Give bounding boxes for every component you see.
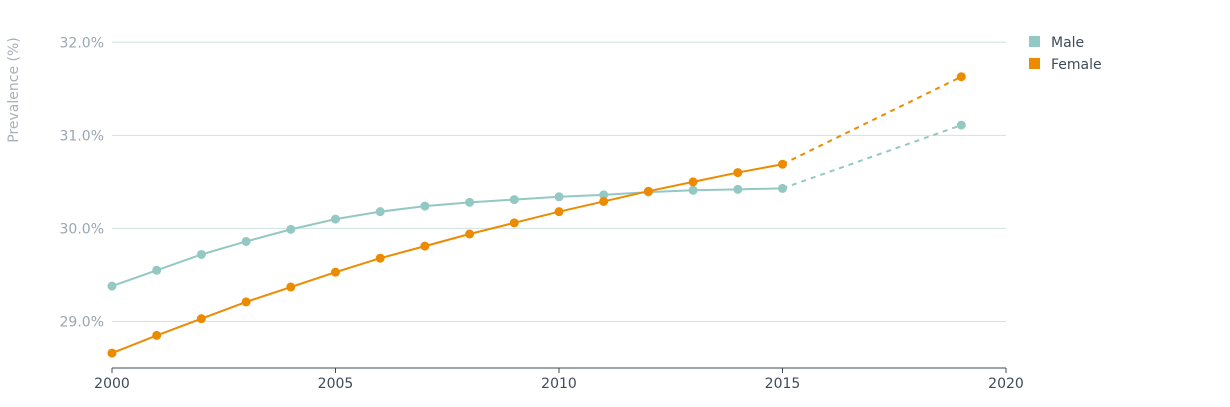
female-data-point [509, 218, 519, 228]
series-layer [107, 72, 966, 358]
gridlines [112, 41, 1006, 322]
male-data-point [509, 195, 519, 205]
male-data-point [778, 183, 787, 193]
female-data-point [643, 186, 653, 196]
male-data-point [286, 224, 296, 234]
female-data-point [554, 207, 564, 217]
female-data-point [778, 159, 787, 169]
legend: Male Female [1029, 35, 1102, 73]
x-tick-label: 2005 [318, 376, 354, 392]
y-tick-label: 29.0% [60, 314, 104, 330]
female-data-point [241, 297, 251, 307]
female-data-point [420, 241, 430, 251]
male-data-point [420, 201, 430, 211]
female-data-point [196, 314, 206, 324]
axes: 29.0% 30.0% 31.0% 32.0% 2000 2005 2010 2015 2020 [60, 35, 1024, 392]
male-legend-label: Male [1051, 35, 1084, 51]
male-data-point [465, 197, 475, 207]
male-data-point [599, 190, 609, 200]
female-legend-swatch [1029, 58, 1040, 69]
male-data-point [241, 236, 251, 246]
female-projection-point [956, 72, 966, 82]
female-data-point [331, 267, 340, 277]
female-legend-label: Female [1051, 57, 1102, 73]
male-data-point [733, 184, 743, 194]
female-data-point [688, 177, 698, 187]
x-tick-label: 2000 [94, 376, 130, 392]
male-projection-point [956, 120, 966, 130]
female-data-point [286, 282, 296, 292]
male-projection-line [782, 124, 962, 190]
female-data-point [152, 330, 162, 340]
male-data-point [375, 207, 385, 217]
x-tick-label: 2010 [541, 376, 577, 392]
female-data-point [375, 253, 385, 263]
male-data-point [196, 249, 206, 259]
y-axis-label: Prevalence (%) [6, 37, 22, 143]
x-tick-label: 2015 [765, 376, 801, 392]
male-data-point [554, 192, 564, 202]
y-tick-label: 32.0% [60, 35, 104, 51]
y-tick-label: 31.0% [60, 128, 104, 144]
y-tick-label: 30.0% [60, 221, 104, 237]
female-series-line [111, 163, 783, 355]
female-data-point [733, 168, 743, 178]
male-data-point [152, 265, 162, 275]
male-data-point [688, 185, 698, 195]
male-data-point [107, 281, 117, 291]
female-data-point [465, 229, 475, 239]
male-series-line [111, 187, 783, 288]
female-data-point [107, 348, 117, 358]
female-projection-line [782, 75, 962, 166]
male-data-point [331, 214, 340, 224]
x-tick-label: 2020 [988, 376, 1024, 392]
female-data-point [599, 196, 609, 206]
male-legend-swatch [1029, 36, 1040, 47]
